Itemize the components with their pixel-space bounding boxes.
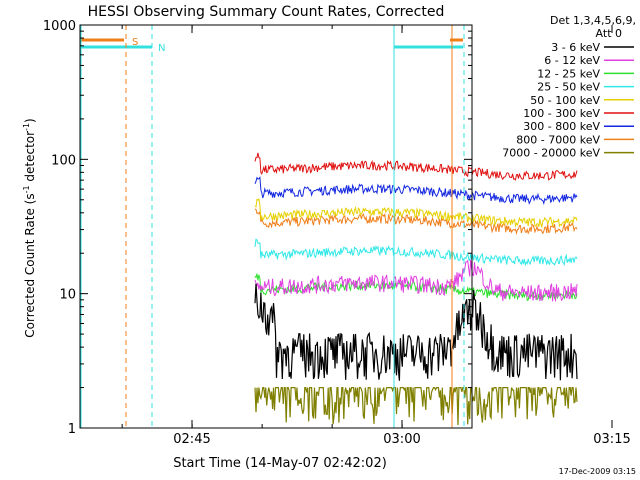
series-line <box>254 387 578 426</box>
legend-item-label: 300 - 800 keV <box>523 120 600 133</box>
legend-item-label: 50 - 100 keV <box>530 94 600 107</box>
plot-frame <box>79 24 473 429</box>
y-axis-label-part: Corrected Count Rate (s <box>23 193 37 337</box>
legend-item-label: 12 - 25 keV <box>537 67 600 80</box>
y-tick-label: 10 <box>59 288 76 303</box>
legend-item-label: 800 - 7000 keV <box>516 133 600 146</box>
saa-marker-label: S <box>132 37 138 48</box>
x-tick-label: 03:15 <box>593 432 630 447</box>
series-line <box>254 238 578 267</box>
series-line <box>254 176 578 206</box>
x-tick-label: 02:45 <box>173 432 210 447</box>
y-axis-label-part: detector <box>23 131 37 186</box>
y-axis-label: Corrected Count Rate (s-1 detector-1) <box>22 118 37 337</box>
y-tick-label: 1 <box>68 422 76 437</box>
y-axis-label-exp: -1 <box>22 123 31 131</box>
x-tick-label: 03:00 <box>383 432 420 447</box>
series-line <box>254 198 578 229</box>
series-line <box>254 208 578 236</box>
series-line <box>254 283 578 381</box>
legend-item-label: 25 - 50 keV <box>537 81 600 94</box>
chart-title: HESSI Observing Summary Count Rates, Cor… <box>88 4 445 20</box>
legend-header-detectors: Det 1,3,4,5,6,9, <box>550 14 636 27</box>
y-axis-label-part: ) <box>23 118 37 123</box>
legend-item-label: 7000 - 20000 keV <box>502 147 600 160</box>
y-tick-label: 1000 <box>43 19 76 34</box>
plot-area: SN <box>80 25 578 428</box>
legend-item-label: 100 - 300 keV <box>523 107 600 120</box>
y-tick-label: 100 <box>51 153 76 168</box>
footer-date: 17-Dec-2009 03:15 <box>559 467 636 476</box>
y-axis-label-exp: -1 <box>22 185 31 193</box>
series-line <box>254 259 578 302</box>
legend-item-label: 6 - 12 keV <box>544 54 600 67</box>
x-axis-label: Start Time (14-May-07 02:42:02) <box>173 456 387 471</box>
legend-item-label: 3 - 6 keV <box>551 41 600 54</box>
legend-header-attenuator: Att 0 <box>596 27 622 40</box>
night-marker-label: N <box>158 43 165 54</box>
axes: 110100100002:4503:0003:1503:3003:4504:00… <box>43 19 631 447</box>
series-line <box>254 152 578 181</box>
